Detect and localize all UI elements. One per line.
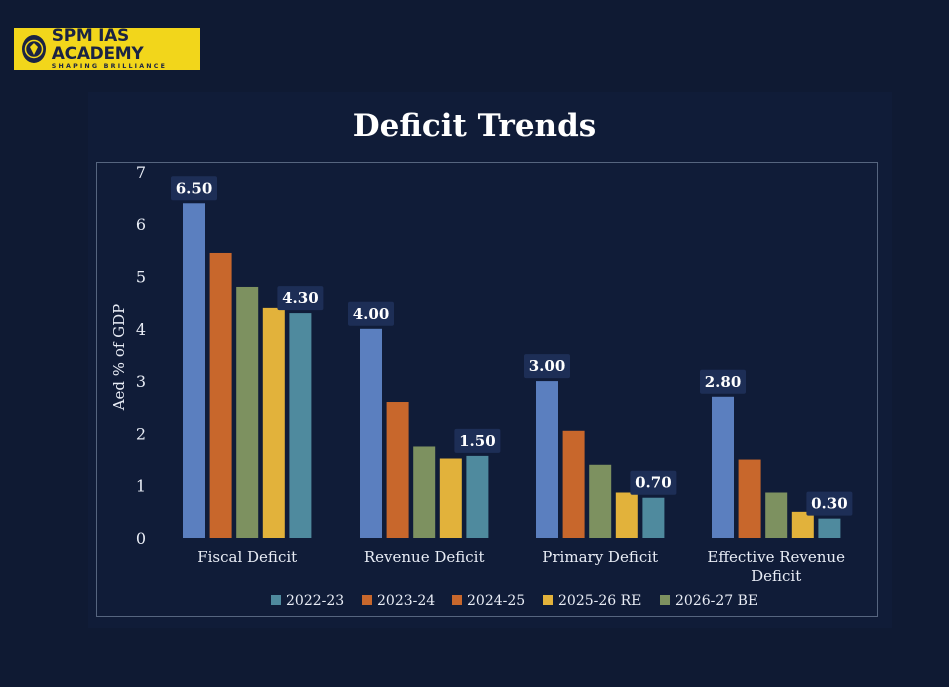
y-tick-label: 0	[136, 529, 146, 548]
chart-title: Deficit Trends	[352, 108, 597, 144]
legend-swatch	[543, 595, 553, 605]
logo-name: SPM IAS ACADEMY	[51, 26, 144, 64]
y-tick-label: 4	[136, 320, 146, 339]
bar	[209, 252, 232, 538]
academy-logo: SPM IAS ACADEMY SHAPING BRILLIANCE	[14, 26, 200, 70]
bar	[183, 203, 205, 538]
data-label-box	[806, 491, 853, 516]
legend-swatch	[452, 595, 462, 605]
y-tick-label: 7	[136, 163, 146, 182]
bar	[562, 430, 585, 538]
bar	[642, 497, 665, 538]
legend-label: 2023-24	[377, 593, 435, 609]
data-label-box	[524, 354, 570, 379]
y-tick-label: 2	[136, 424, 146, 443]
shield-icon	[22, 35, 46, 63]
data-label: 3.00	[529, 357, 566, 375]
legend-label: 2026-27 BE	[675, 593, 758, 609]
bar	[589, 464, 612, 538]
chart-frame	[96, 162, 878, 617]
legend-swatch	[271, 595, 281, 605]
bar	[289, 313, 312, 538]
y-tick-label: 1	[136, 477, 146, 496]
bar	[791, 511, 814, 538]
legend-swatch	[362, 595, 372, 605]
x-category-label: Revenue Deficit	[364, 548, 485, 566]
bar	[386, 402, 409, 538]
x-category-label: Fiscal Deficit	[197, 548, 297, 566]
data-label: 1.50	[459, 432, 496, 450]
x-category-label: Deficit	[751, 567, 801, 585]
data-label: 0.30	[811, 495, 848, 513]
bar	[466, 455, 489, 538]
bar	[236, 286, 259, 538]
y-tick-label: 6	[136, 215, 146, 234]
legend-label: 2022-23	[286, 593, 344, 609]
bar	[413, 446, 436, 538]
data-label-box	[277, 286, 324, 311]
x-category-label: Primary Deficit	[542, 548, 658, 566]
bar	[765, 492, 788, 538]
bar	[262, 307, 285, 538]
bar	[738, 459, 761, 538]
data-label-box	[454, 428, 501, 453]
data-label: 6.50	[176, 179, 213, 197]
legend-label: 2025-26 RE	[558, 593, 641, 609]
bar	[712, 396, 734, 538]
y-tick-label: 3	[136, 372, 146, 391]
bar	[536, 381, 558, 538]
logo-tagline: SHAPING BRILLIANCE	[51, 63, 168, 70]
data-label-box	[700, 369, 746, 394]
data-label: 2.80	[705, 373, 742, 391]
data-label-box	[630, 470, 677, 495]
bar	[818, 518, 841, 538]
y-tick-label: 5	[136, 268, 146, 287]
bar	[439, 458, 462, 538]
data-label-box	[348, 301, 394, 326]
legend-swatch	[660, 595, 670, 605]
y-axis-label: Aed % of GDP	[110, 304, 128, 412]
data-label: 4.00	[353, 305, 390, 323]
legend-label: 2024-25	[467, 593, 525, 609]
bar	[615, 492, 638, 538]
data-label: 0.70	[635, 474, 672, 492]
data-label-box	[171, 176, 217, 201]
bar	[360, 328, 382, 538]
data-label: 4.30	[282, 289, 319, 307]
x-category-label: Effective Revenue	[707, 548, 845, 566]
